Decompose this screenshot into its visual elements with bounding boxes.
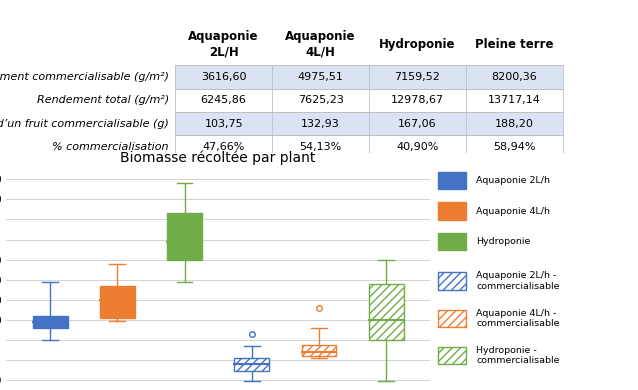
Text: 58,94%: 58,94% <box>493 142 536 152</box>
Bar <box>167 213 202 260</box>
Text: Aquaponie
4L/H: Aquaponie 4L/H <box>285 30 356 58</box>
Bar <box>234 358 269 371</box>
Text: 4975,51: 4975,51 <box>297 72 343 82</box>
Text: Hydroponie: Hydroponie <box>477 237 531 246</box>
Text: Aquaponie 4L/h: Aquaponie 4L/h <box>477 207 551 216</box>
Text: Aquaponie 2L/h -
commercialisable: Aquaponie 2L/h - commercialisable <box>477 271 560 291</box>
Text: Pleine terre: Pleine terre <box>475 38 554 51</box>
Text: Aquaponie
2L/H: Aquaponie 2L/H <box>188 30 259 58</box>
Text: 54,13%: 54,13% <box>299 142 342 152</box>
Bar <box>100 286 135 318</box>
Text: % commercialisation: % commercialisation <box>52 142 169 152</box>
Text: Rendement commercialisable (g/m²): Rendement commercialisable (g/m²) <box>0 72 169 82</box>
FancyBboxPatch shape <box>438 172 466 189</box>
FancyBboxPatch shape <box>438 272 466 290</box>
Text: 132,93: 132,93 <box>301 119 340 129</box>
FancyBboxPatch shape <box>438 233 466 250</box>
Text: 40,90%: 40,90% <box>396 142 439 152</box>
Text: 6245,86: 6245,86 <box>201 95 247 105</box>
Text: Rendement total (g/m²): Rendement total (g/m²) <box>37 95 169 105</box>
Bar <box>302 345 336 356</box>
Text: Aquaponie 4L/h -
commercialisable: Aquaponie 4L/h - commercialisable <box>477 308 560 328</box>
Text: 12978,67: 12978,67 <box>391 95 444 105</box>
Bar <box>369 284 404 340</box>
Text: Aquaponie 2L/h: Aquaponie 2L/h <box>477 176 551 185</box>
Title: Biomasse récoltée par plant: Biomasse récoltée par plant <box>121 150 316 165</box>
Text: Hydroponie: Hydroponie <box>379 38 456 51</box>
FancyBboxPatch shape <box>175 112 563 135</box>
Text: 47,66%: 47,66% <box>202 142 245 152</box>
Text: 13717,14: 13717,14 <box>488 95 541 105</box>
Bar <box>33 316 68 328</box>
Text: Hydroponie -
commercialisable: Hydroponie - commercialisable <box>477 346 560 365</box>
FancyBboxPatch shape <box>175 66 563 89</box>
FancyBboxPatch shape <box>438 202 466 220</box>
FancyBboxPatch shape <box>438 310 466 327</box>
Text: 7625,23: 7625,23 <box>297 95 343 105</box>
Text: 167,06: 167,06 <box>398 119 437 129</box>
Text: 188,20: 188,20 <box>495 119 534 129</box>
Text: 7159,52: 7159,52 <box>394 72 440 82</box>
FancyBboxPatch shape <box>438 347 466 364</box>
Text: 3616,60: 3616,60 <box>201 72 246 82</box>
Text: 8200,36: 8200,36 <box>491 72 537 82</box>
Text: 103,75: 103,75 <box>204 119 243 129</box>
Text: Poids moyen d’un fruit commercialisable (g): Poids moyen d’un fruit commercialisable … <box>0 119 169 129</box>
